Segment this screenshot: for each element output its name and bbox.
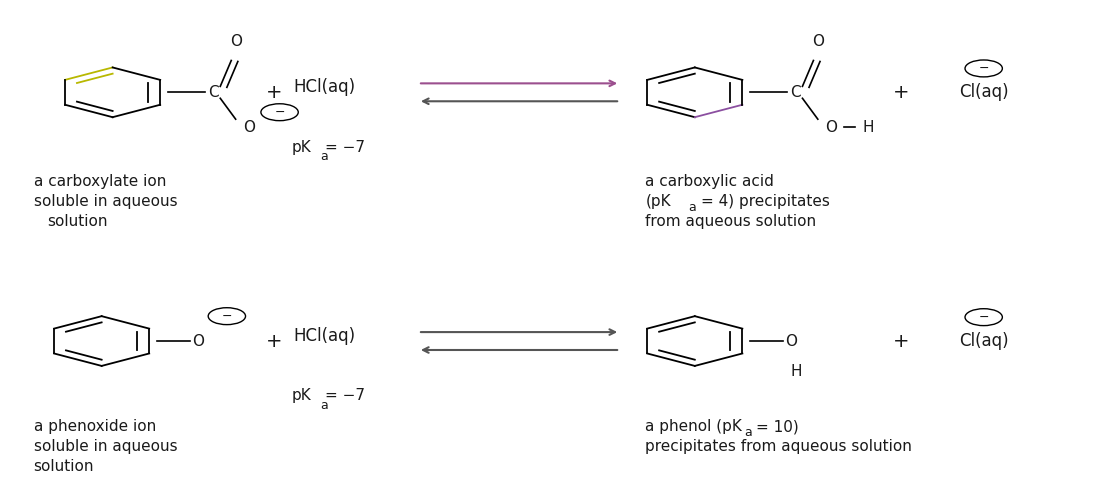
Text: +: + xyxy=(266,83,283,102)
Text: Cl(aq): Cl(aq) xyxy=(959,83,1008,101)
Text: C: C xyxy=(790,85,802,100)
Text: Cl(aq): Cl(aq) xyxy=(959,332,1008,350)
Text: +: + xyxy=(266,331,283,351)
Text: +: + xyxy=(893,83,910,102)
Text: O: O xyxy=(785,333,797,349)
Text: pK: pK xyxy=(291,388,311,403)
Text: HCl(aq): HCl(aq) xyxy=(294,78,355,97)
Text: −: − xyxy=(274,106,285,119)
Text: = −7: = −7 xyxy=(326,139,365,154)
Text: solution: solution xyxy=(46,214,107,229)
Text: precipitates from aqueous solution: precipitates from aqueous solution xyxy=(646,439,912,454)
Text: a: a xyxy=(688,201,696,214)
Text: a: a xyxy=(321,399,329,412)
Text: H: H xyxy=(862,120,874,135)
Text: +: + xyxy=(893,331,910,351)
Text: −: − xyxy=(978,62,989,75)
Text: = 4) precipitates: = 4) precipitates xyxy=(701,194,830,209)
Text: −: − xyxy=(222,310,232,322)
Text: O: O xyxy=(192,333,204,349)
Text: O: O xyxy=(825,120,837,135)
Text: a carboxylic acid: a carboxylic acid xyxy=(646,175,774,189)
Text: HCl(aq): HCl(aq) xyxy=(294,327,355,345)
Text: a carboxylate ion: a carboxylate ion xyxy=(33,175,166,189)
Text: a phenoxide ion: a phenoxide ion xyxy=(33,419,156,434)
Text: O: O xyxy=(230,34,242,49)
Text: a: a xyxy=(744,426,752,439)
Text: −: − xyxy=(978,311,989,323)
Text: soluble in aqueous: soluble in aqueous xyxy=(33,194,177,209)
Text: C: C xyxy=(209,85,219,100)
Text: H: H xyxy=(790,364,802,379)
Text: a phenol (pK: a phenol (pK xyxy=(646,419,742,434)
Text: from aqueous solution: from aqueous solution xyxy=(646,214,817,229)
Text: = −7: = −7 xyxy=(326,388,365,403)
Text: pK: pK xyxy=(291,139,311,154)
Text: solution: solution xyxy=(33,459,94,474)
Text: O: O xyxy=(811,34,824,49)
Text: a: a xyxy=(321,150,329,163)
Text: (pK: (pK xyxy=(646,194,671,209)
Text: O: O xyxy=(243,120,255,135)
Text: soluble in aqueous: soluble in aqueous xyxy=(33,439,177,454)
Text: = 10): = 10) xyxy=(756,419,799,434)
